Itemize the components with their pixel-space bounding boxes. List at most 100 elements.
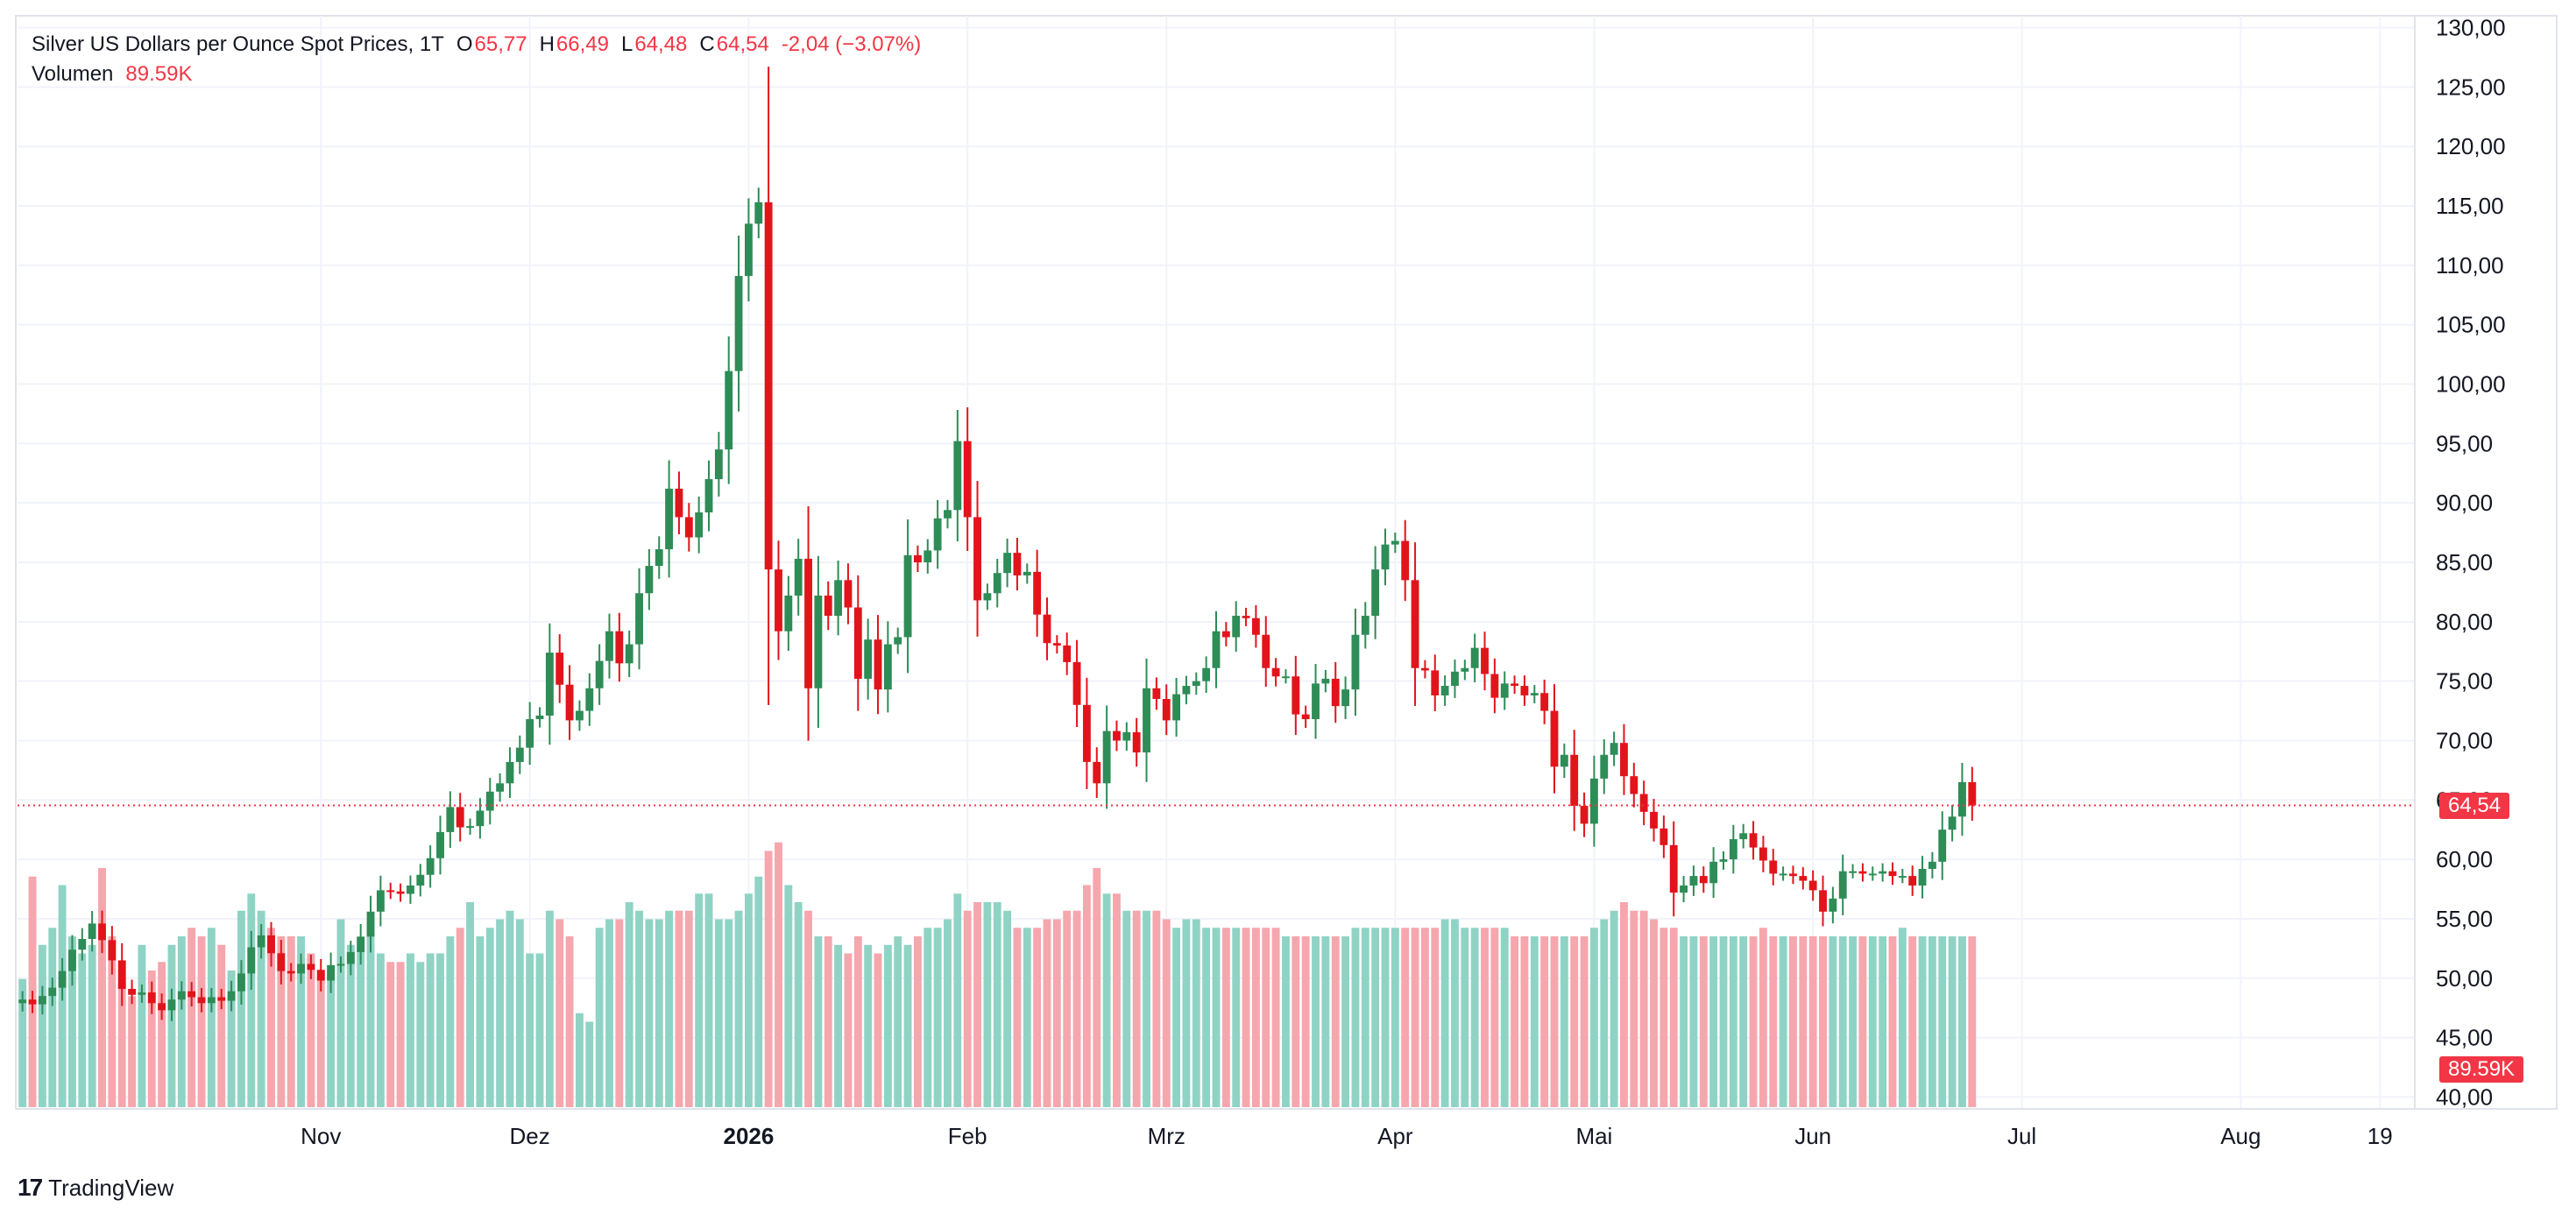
volume-bar bbox=[1113, 893, 1121, 1107]
candle-body bbox=[1530, 693, 1539, 695]
legend-close-value: 64,54 bbox=[716, 32, 769, 56]
volume-bar bbox=[68, 936, 76, 1107]
volume-bar bbox=[277, 936, 286, 1107]
candle-body bbox=[844, 580, 853, 608]
candle-body bbox=[1420, 667, 1429, 671]
volume-bar bbox=[1202, 928, 1211, 1107]
candle-body bbox=[1461, 667, 1469, 672]
volume-bar bbox=[1003, 910, 1012, 1107]
legend-volume-row: Volumen 89.59K bbox=[32, 60, 933, 89]
volume-bar bbox=[1808, 936, 1817, 1107]
candle-body bbox=[1043, 614, 1051, 644]
candle-body bbox=[1689, 876, 1698, 886]
candle-body bbox=[1212, 631, 1221, 668]
candle-body bbox=[446, 807, 455, 832]
candle-body bbox=[1600, 754, 1609, 779]
candle-body bbox=[1102, 730, 1111, 784]
candle-body bbox=[207, 997, 216, 1004]
candle-body bbox=[277, 953, 286, 971]
candle-body bbox=[1709, 861, 1718, 884]
candle-body bbox=[903, 554, 912, 638]
volume-bar bbox=[1132, 910, 1141, 1107]
candle-body bbox=[1023, 571, 1031, 575]
candle-body bbox=[1769, 860, 1778, 874]
volume-bar bbox=[1868, 936, 1877, 1107]
volume-bar bbox=[416, 962, 425, 1107]
candle-body bbox=[684, 517, 693, 538]
candle-body bbox=[1829, 898, 1837, 912]
x-tick-label: Jun bbox=[1794, 1123, 1831, 1149]
candle-body bbox=[1063, 645, 1072, 662]
volume-bar bbox=[1838, 936, 1847, 1107]
volume-bar bbox=[824, 936, 832, 1107]
candle-body bbox=[436, 831, 444, 858]
volume-bar bbox=[1282, 936, 1290, 1107]
candle-body bbox=[506, 761, 514, 784]
tradingview-logo[interactable]: 17 TradingView bbox=[18, 1174, 173, 1202]
x-tick-label: Feb bbox=[948, 1123, 987, 1149]
volume-bar bbox=[407, 953, 414, 1107]
candle-body bbox=[1440, 686, 1449, 695]
volume-bar bbox=[864, 944, 873, 1107]
volume-bar bbox=[1093, 868, 1101, 1107]
candle-body bbox=[1799, 876, 1808, 881]
volume-bar bbox=[993, 902, 1001, 1107]
volume-bar bbox=[983, 902, 992, 1107]
candle-body bbox=[944, 510, 952, 519]
candle-body bbox=[1113, 730, 1121, 741]
candle-body bbox=[1351, 634, 1360, 690]
candle-body bbox=[407, 885, 414, 894]
volume-bar bbox=[177, 936, 186, 1107]
candle-body bbox=[257, 935, 265, 948]
candle-body bbox=[754, 201, 763, 224]
volume-bar bbox=[1411, 928, 1419, 1107]
candle-body bbox=[1013, 553, 1022, 575]
candle-body bbox=[1620, 743, 1628, 777]
y-tick-label: 110,00 bbox=[2436, 252, 2504, 279]
candle-body bbox=[983, 593, 992, 601]
candle-body bbox=[1072, 661, 1081, 705]
volume-bar bbox=[874, 953, 882, 1107]
volume-bar bbox=[853, 936, 862, 1107]
volume-bar bbox=[207, 928, 216, 1107]
candle-body bbox=[1560, 754, 1568, 767]
candle-body bbox=[1033, 571, 1042, 615]
candle-body bbox=[247, 947, 256, 974]
candle-body bbox=[336, 963, 345, 966]
volume-bar bbox=[1212, 928, 1221, 1107]
x-tick-label: Dez bbox=[510, 1123, 550, 1149]
candle-body bbox=[1411, 580, 1419, 668]
candle-body bbox=[1251, 618, 1260, 635]
volume-bar bbox=[1769, 936, 1778, 1107]
candle-body bbox=[1242, 616, 1250, 618]
legend-open-label: O bbox=[456, 32, 473, 56]
volume-bar bbox=[1481, 928, 1489, 1107]
candle-body bbox=[158, 1003, 166, 1011]
candle-body bbox=[993, 573, 1001, 594]
candle-body bbox=[515, 747, 524, 762]
candle-body bbox=[1451, 671, 1459, 687]
candle-body bbox=[595, 660, 604, 688]
legend-low-label: L bbox=[620, 32, 633, 56]
volume-bar bbox=[138, 944, 146, 1107]
volume-bar bbox=[1440, 919, 1449, 1107]
candle-body bbox=[1172, 694, 1181, 721]
candle-body bbox=[1152, 688, 1161, 699]
volume-bar bbox=[725, 919, 733, 1107]
volume-bar bbox=[1908, 936, 1917, 1107]
volume-bar bbox=[526, 953, 534, 1107]
volume-bar bbox=[1351, 928, 1360, 1107]
candle-body bbox=[764, 201, 773, 570]
volume-bar bbox=[1570, 936, 1579, 1107]
candle-body bbox=[1262, 634, 1270, 668]
volume-bar bbox=[316, 970, 325, 1107]
volume-bar bbox=[695, 893, 704, 1107]
volume-bar bbox=[485, 928, 494, 1107]
volume-bar bbox=[1013, 928, 1022, 1107]
candle-body bbox=[1003, 553, 1012, 574]
x-tick-label: Aug bbox=[2220, 1123, 2261, 1149]
candle-body bbox=[426, 858, 435, 875]
volume-bar bbox=[1361, 928, 1369, 1107]
